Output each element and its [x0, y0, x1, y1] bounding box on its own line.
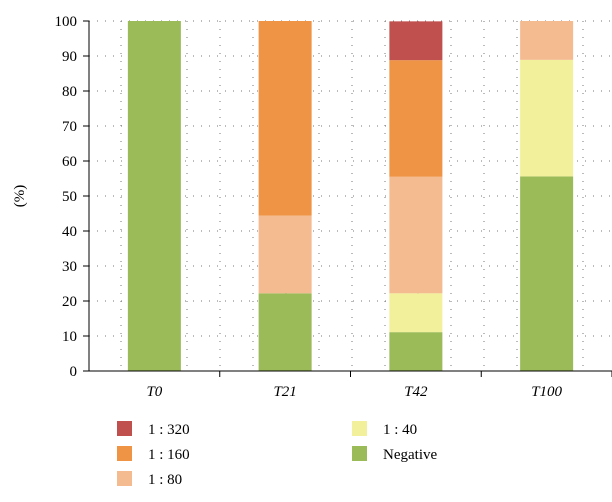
bar-segment [258, 215, 312, 294]
y-tick-label: 60 [62, 154, 77, 170]
x-tick-label: T42 [404, 384, 428, 400]
y-tick-label: 0 [70, 364, 78, 380]
y-tick-label: 80 [62, 84, 77, 100]
y-tick-label: 70 [62, 119, 77, 135]
bar-segment [520, 176, 574, 371]
bar-segment [258, 293, 312, 371]
y-tick-label: 10 [62, 329, 77, 345]
legend-label: Negative [383, 447, 437, 463]
x-tick-label: T100 [531, 384, 562, 400]
legend: 1 : 320 1 : 160 1 : 80 1 : 40 Negative [117, 421, 437, 488]
legend-label: 1 : 40 [383, 422, 417, 438]
y-ticks: 0 10 20 30 40 50 60 70 80 90 100 [55, 14, 89, 380]
bar-segment [389, 176, 443, 294]
legend-swatch [117, 421, 132, 436]
legend-swatch [352, 446, 367, 461]
y-tick-label: 50 [62, 189, 77, 205]
bars [127, 21, 574, 371]
y-tick-label: 100 [55, 14, 78, 30]
legend-label: 1 : 320 [148, 422, 190, 438]
y-tick-label: 40 [62, 224, 77, 240]
x-tick-label: T0 [146, 384, 162, 400]
legend-swatch [117, 471, 132, 486]
bar-segment [258, 21, 312, 216]
x-tick-label: T21 [273, 384, 296, 400]
bar-segment [520, 21, 574, 60]
bar-segment [389, 21, 443, 61]
legend-swatch [352, 421, 367, 436]
y-axis-label: (%) [12, 185, 28, 208]
bar-segment [389, 60, 443, 177]
y-tick-label: 20 [62, 294, 77, 310]
legend-label: 1 : 160 [148, 447, 190, 463]
y-tick-label: 90 [62, 49, 77, 65]
bar-segment [520, 59, 574, 177]
y-tick-label: 30 [62, 259, 77, 275]
bar-segment [389, 293, 443, 333]
x-ticks: T0 T21 T42 T100 [146, 371, 612, 400]
legend-swatch [117, 446, 132, 461]
bar-segment [127, 21, 181, 371]
bar-segment [389, 332, 443, 371]
legend-label: 1 : 80 [148, 472, 182, 488]
